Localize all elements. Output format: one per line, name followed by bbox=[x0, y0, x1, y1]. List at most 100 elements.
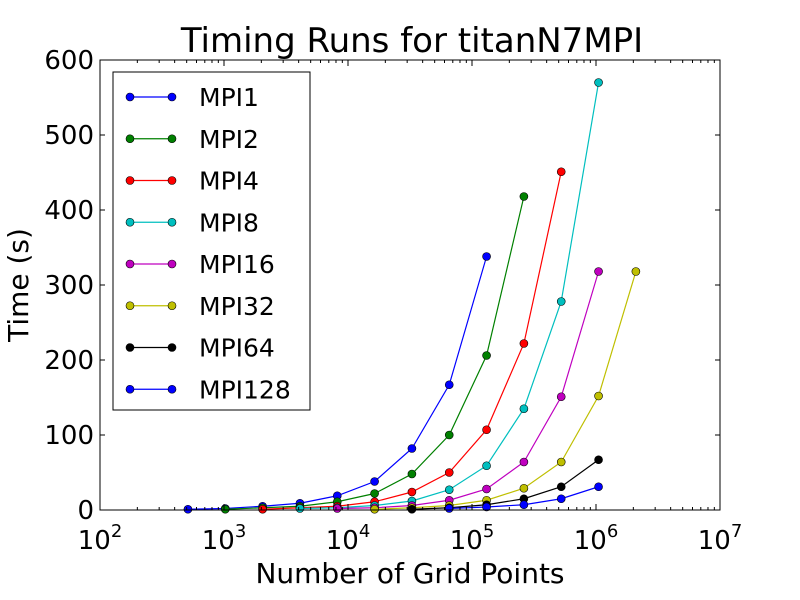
x-tick-label: 103 bbox=[202, 521, 247, 556]
data-point bbox=[444, 468, 454, 477]
x-tick-base: 10 bbox=[574, 526, 607, 556]
legend-marker bbox=[167, 343, 177, 352]
data-point bbox=[407, 469, 417, 479]
data-point bbox=[183, 504, 193, 514]
series-line bbox=[374, 271, 637, 510]
x-tick-base: 10 bbox=[326, 526, 359, 556]
legend-marker bbox=[125, 259, 135, 269]
x-tick-exponent: 3 bbox=[235, 521, 246, 542]
data-point bbox=[332, 504, 342, 513]
data-point bbox=[556, 167, 566, 177]
series-layer bbox=[183, 78, 641, 514]
legend-label: MPI16 bbox=[199, 250, 275, 279]
data-point bbox=[444, 504, 454, 513]
legend-marker bbox=[125, 134, 135, 144]
legend-entry: MPI2 bbox=[125, 125, 259, 154]
data-point bbox=[519, 483, 529, 493]
x-axis-label: Number of Grid Points bbox=[255, 557, 564, 590]
data-point bbox=[556, 297, 566, 306]
x-tick-label: 102 bbox=[78, 521, 123, 556]
x-tick-exponent: 6 bbox=[607, 521, 618, 542]
data-point bbox=[556, 494, 566, 504]
legend-entry: MPI16 bbox=[125, 250, 275, 279]
data-point bbox=[220, 504, 230, 514]
legend-marker bbox=[167, 176, 177, 185]
data-point bbox=[519, 404, 529, 414]
x-tick-exponent: 4 bbox=[359, 521, 370, 542]
data-point bbox=[444, 485, 454, 495]
legend-entry: MPI32 bbox=[125, 292, 275, 321]
legend-label: MPI64 bbox=[199, 334, 275, 363]
x-tick-base: 10 bbox=[450, 526, 483, 556]
data-point bbox=[556, 482, 566, 492]
x-tick-label: 107 bbox=[698, 521, 743, 556]
legend-marker bbox=[167, 301, 177, 311]
data-point bbox=[295, 504, 305, 513]
legend-marker bbox=[125, 217, 135, 227]
data-point bbox=[594, 455, 603, 465]
data-point bbox=[258, 504, 267, 514]
data-point bbox=[407, 487, 417, 497]
legend-label: MPI8 bbox=[199, 208, 259, 237]
legend-marker bbox=[125, 343, 135, 352]
data-point bbox=[370, 504, 379, 514]
data-point bbox=[594, 391, 603, 401]
legend-marker bbox=[167, 259, 177, 269]
legend-marker bbox=[167, 92, 177, 102]
x-tick-label: 105 bbox=[450, 521, 495, 556]
data-point bbox=[556, 392, 566, 402]
x-tick-base: 10 bbox=[78, 526, 111, 556]
y-tick-label: 400 bbox=[44, 196, 94, 226]
x-tick-exponent: 7 bbox=[731, 521, 742, 542]
data-point bbox=[594, 482, 603, 492]
x-tick-exponent: 2 bbox=[111, 521, 122, 542]
data-point bbox=[519, 457, 529, 467]
legend-marker bbox=[125, 92, 135, 102]
data-point bbox=[631, 267, 641, 276]
legend-marker bbox=[167, 384, 177, 394]
legend: MPI1 MPI2 MPI4 MPI8 MPI16 MPI32 MPI64 MPI128 bbox=[112, 71, 311, 411]
y-tick-label: 500 bbox=[44, 121, 94, 151]
legend-label: MPI32 bbox=[199, 292, 275, 321]
data-point bbox=[556, 457, 566, 467]
x-tick-exponent: 5 bbox=[483, 521, 494, 542]
legend-label: MPI4 bbox=[199, 167, 259, 196]
y-tick-label: 0 bbox=[77, 496, 94, 526]
legend-entry: MPI128 bbox=[125, 375, 291, 404]
legend-marker bbox=[167, 134, 177, 144]
x-tick-label: 104 bbox=[326, 521, 371, 556]
data-point bbox=[482, 425, 491, 435]
data-point bbox=[519, 500, 529, 510]
chart-title: Timing Runs for titanN7MPI bbox=[180, 21, 643, 61]
legend-label: MPI128 bbox=[199, 375, 291, 404]
legend-marker bbox=[125, 176, 135, 185]
legend-marker bbox=[125, 384, 135, 394]
data-point bbox=[482, 351, 491, 360]
data-point bbox=[519, 339, 529, 348]
y-tick-label: 200 bbox=[44, 346, 94, 376]
data-point bbox=[594, 267, 603, 276]
legend-marker bbox=[167, 217, 177, 227]
data-point bbox=[594, 78, 603, 87]
y-tick-label: 600 bbox=[44, 46, 94, 76]
legend-box bbox=[112, 71, 311, 411]
y-axis-label: Time (s) bbox=[2, 228, 35, 343]
legend-label: MPI2 bbox=[199, 125, 259, 154]
data-point bbox=[519, 192, 529, 201]
data-point bbox=[444, 380, 454, 390]
data-point bbox=[482, 461, 491, 471]
data-point bbox=[482, 252, 491, 261]
legend-entry: MPI64 bbox=[125, 334, 275, 363]
legend-marker bbox=[125, 301, 135, 311]
data-point bbox=[444, 430, 454, 440]
data-point bbox=[407, 444, 417, 453]
y-tick-label: 100 bbox=[44, 421, 94, 451]
series-line bbox=[337, 271, 600, 510]
x-tick-label: 106 bbox=[574, 521, 619, 556]
data-point bbox=[370, 477, 379, 486]
legend-entry: MPI4 bbox=[125, 167, 259, 196]
x-tick-base: 10 bbox=[698, 526, 731, 556]
data-point bbox=[482, 502, 491, 512]
